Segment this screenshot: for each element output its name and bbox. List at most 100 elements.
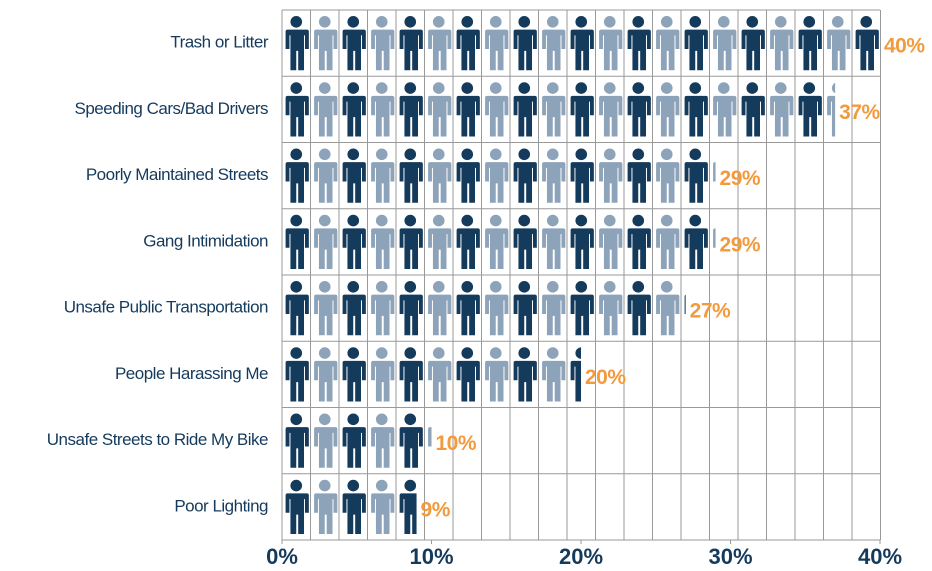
person-body	[798, 29, 822, 71]
person-body	[285, 493, 309, 534]
person-head	[318, 148, 331, 161]
person-head	[347, 214, 360, 227]
person-body	[399, 29, 423, 71]
person-body	[428, 95, 452, 137]
person-head	[689, 214, 702, 227]
person-body	[399, 427, 423, 468]
bar	[285, 347, 581, 402]
bar	[285, 148, 730, 203]
person-head	[290, 479, 303, 492]
person-head	[489, 148, 502, 161]
person-head	[290, 413, 303, 426]
person-body	[371, 29, 395, 71]
person-head	[803, 82, 816, 94]
person-head	[689, 16, 702, 28]
person-head	[404, 347, 417, 359]
person-body	[684, 29, 708, 71]
person-body	[285, 162, 309, 203]
person-head	[318, 214, 331, 227]
person-body	[456, 29, 480, 71]
person-body	[656, 162, 680, 203]
person-head	[290, 281, 303, 293]
person-head	[546, 148, 559, 161]
person-body	[570, 29, 594, 71]
person-body	[485, 294, 509, 336]
person-body	[456, 228, 480, 269]
person-body	[542, 95, 566, 137]
person-body	[599, 95, 623, 137]
person-head	[518, 16, 531, 28]
value-label: 37%	[839, 101, 880, 124]
category-label: Speeding Cars/Bad Drivers	[75, 99, 268, 118]
category-label: Unsafe Streets to Ride My Bike	[47, 430, 268, 449]
person-head	[718, 149, 730, 161]
person-body	[428, 427, 432, 447]
person-body	[627, 228, 651, 269]
person-body	[570, 95, 594, 137]
person-head	[347, 148, 360, 161]
person-head	[632, 16, 645, 28]
person-head	[404, 214, 417, 227]
bar	[285, 413, 432, 468]
person-head	[575, 214, 588, 227]
person-head	[546, 214, 559, 227]
person-body	[399, 294, 423, 336]
person-head	[660, 16, 673, 28]
person-body	[285, 95, 309, 137]
person-head	[660, 281, 673, 293]
value-label: 9%	[421, 498, 451, 521]
person-body	[599, 29, 623, 71]
person-body	[371, 95, 395, 137]
person-body	[428, 162, 452, 203]
person-head	[347, 479, 360, 492]
person-head	[404, 479, 417, 492]
person-body	[342, 294, 366, 336]
person-head	[404, 413, 417, 426]
person-body	[371, 162, 395, 203]
person-head	[404, 16, 417, 28]
person-body	[485, 360, 509, 402]
person-body	[599, 162, 623, 203]
person-body	[656, 95, 680, 137]
person-body	[713, 95, 737, 137]
person-head	[461, 82, 474, 94]
person-body	[342, 427, 366, 468]
person-head	[575, 148, 588, 161]
person-body	[371, 427, 395, 468]
person-body	[456, 95, 480, 137]
person-body	[684, 95, 708, 137]
person-head	[375, 413, 388, 426]
category-label: People Harassing Me	[115, 364, 268, 383]
person-head	[632, 148, 645, 161]
person-head	[489, 214, 502, 227]
person-head	[660, 82, 673, 94]
person-head	[803, 16, 816, 28]
person-body	[513, 228, 537, 269]
person-body	[399, 162, 423, 203]
person-body	[314, 360, 338, 402]
person-body	[428, 360, 452, 402]
person-body	[627, 95, 651, 137]
person-body	[656, 29, 680, 71]
person-body	[741, 29, 765, 71]
person-body	[456, 294, 480, 336]
person-head	[290, 214, 303, 227]
bar	[285, 479, 417, 534]
person-head	[518, 214, 531, 227]
person-head	[689, 148, 702, 161]
person-body	[314, 427, 338, 468]
person-head	[575, 281, 588, 293]
person-body	[627, 294, 651, 336]
person-body	[542, 294, 566, 336]
person-head	[746, 16, 759, 28]
person-head	[746, 82, 759, 94]
person-body	[513, 29, 537, 71]
person-body	[684, 294, 686, 314]
person-body	[314, 228, 338, 269]
person-body	[770, 95, 794, 137]
person-body	[285, 427, 309, 468]
person-body	[399, 493, 417, 534]
person-head	[347, 347, 360, 359]
person-head	[404, 82, 417, 94]
value-label: 10%	[436, 432, 477, 455]
